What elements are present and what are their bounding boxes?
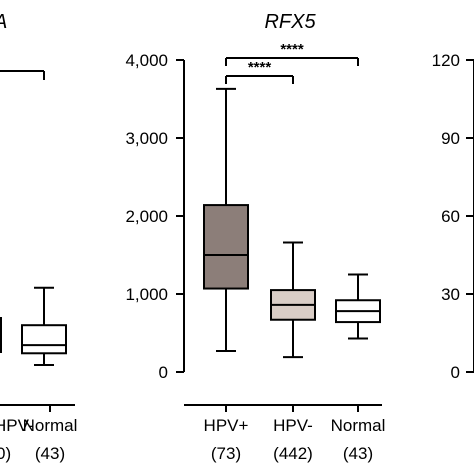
rfx5-category-label: HPV- [273,416,313,435]
rfx5-y-tick-label: 2,000 [125,207,168,226]
rfx5-significance: **** **** [225,41,359,84]
left-count-hpv-neg: 0) [0,444,11,463]
rfx5-panel: RFX5 0 1,000 2,000 3,000 4,000 **** **** HPV+… [125,11,385,463]
rfx5-y-tick-label: 0 [159,363,168,382]
rfx5-title: RFX5 [264,11,316,33]
left-cropped-box [0,317,2,353]
rfx5-category-label: HPV+ [204,416,249,435]
right-y-ticks: 0 30 60 90 120 [432,51,474,382]
rfx5-box-hpv-pos-box [203,204,249,290]
left-category-label-hpv-neg: HPV- [0,416,34,435]
right-y-tick-label: 120 [432,51,460,70]
right-y-tick-label: 30 [441,285,460,304]
significance-stars: **** [248,59,272,76]
rfx5-y-tick-label: 3,000 [125,129,168,148]
left-count-normal: (43) [35,444,65,463]
right-y-tick-label: 60 [441,207,460,226]
rfx5-category-count: (73) [211,444,241,463]
left-panel: A HPV- Normal 0) (43) [0,11,77,463]
rfx5-y-tick-label: 1,000 [125,285,168,304]
rfx5-y-ticks: 0 1,000 2,000 3,000 4,000 [125,51,184,382]
left-box-group [0,286,67,366]
rfx5-box-group [203,87,381,359]
left-panel-title: A [0,11,7,33]
right-panel: 0 30 60 90 120 [432,51,474,382]
rfx5-category-count: (43) [343,444,373,463]
right-y-tick-label: 0 [451,363,460,382]
left-category-label-normal: Normal [23,416,78,435]
rfx5-category-count: (442) [273,444,313,463]
significance-stars: **** [280,41,304,58]
rfx5-category-label: Normal [331,416,386,435]
left-box-normal-box [21,324,67,355]
rfx5-y-tick-label: 4,000 [125,51,168,70]
right-y-tick-label: 90 [441,129,460,148]
rfx5-x-labels: HPV+ (73) HPV- (442) Normal (43) [204,405,386,463]
